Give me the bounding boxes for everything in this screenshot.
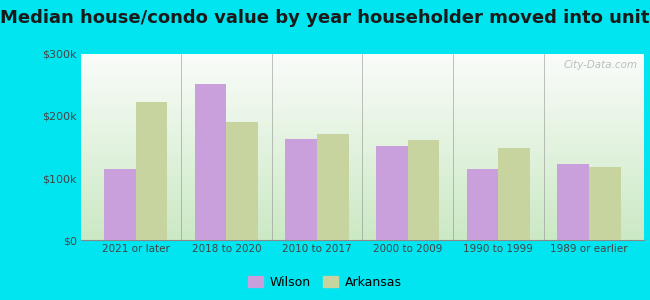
Bar [589, 167, 621, 240]
Bar [104, 169, 136, 240]
Text: City-Data.com: City-Data.com [564, 60, 638, 70]
Bar [467, 169, 499, 240]
Bar [136, 102, 168, 240]
Bar [499, 148, 530, 240]
Bar [317, 134, 349, 240]
Bar [376, 146, 408, 240]
Bar [226, 122, 258, 240]
Bar [285, 139, 317, 240]
Bar [194, 84, 226, 240]
Bar [557, 164, 589, 240]
Bar [408, 140, 439, 240]
Text: Median house/condo value by year householder moved into unit: Median house/condo value by year househo… [0, 9, 650, 27]
Legend: Wilson, Arkansas: Wilson, Arkansas [244, 271, 406, 294]
